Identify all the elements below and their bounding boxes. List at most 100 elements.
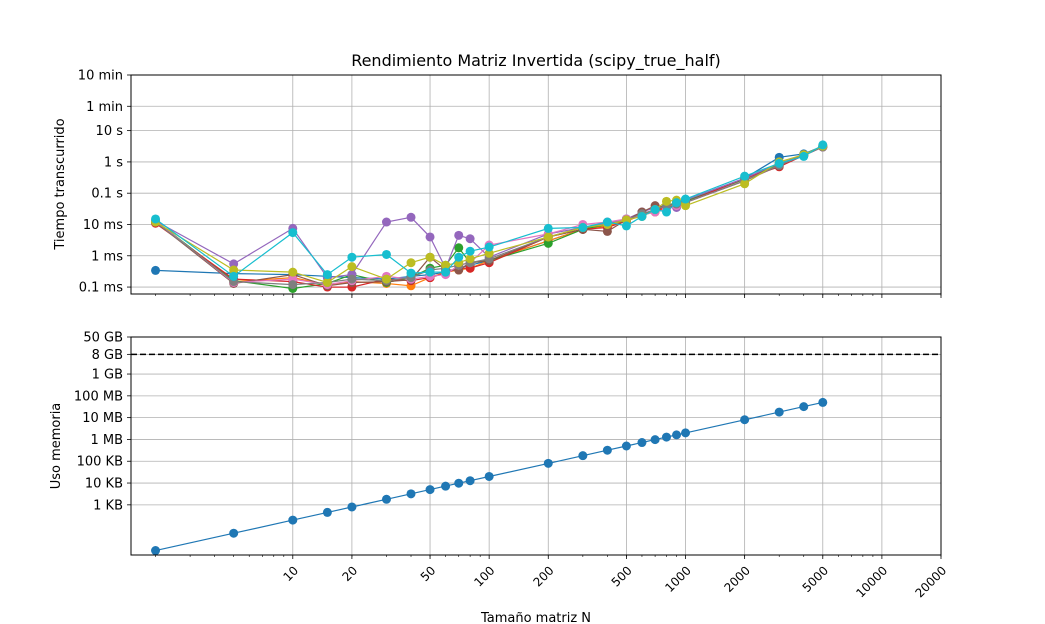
memory-y-axis-label: Uso memoria xyxy=(49,403,64,490)
memory-data-point xyxy=(681,428,691,438)
time-data-point xyxy=(151,214,161,224)
time-data-point xyxy=(602,226,612,236)
time-data-point xyxy=(650,205,660,215)
time-data-point xyxy=(288,228,298,238)
time-data-point xyxy=(661,207,671,217)
time-data-point xyxy=(465,234,475,244)
time-data-point xyxy=(799,151,809,161)
time-data-point xyxy=(578,223,588,233)
time-data-point xyxy=(229,265,239,275)
memory-data-point xyxy=(425,485,435,495)
time-data-point xyxy=(543,232,553,242)
memory-data-point xyxy=(406,489,416,499)
memory-y-tick-label: 10 MB xyxy=(82,411,123,426)
time-data-point xyxy=(151,265,161,275)
memory-y-tick-label: 1 GB xyxy=(92,368,123,383)
time-data-point xyxy=(672,198,682,208)
memory-data-point xyxy=(543,458,553,468)
memory-y-tick-label: 100 KB xyxy=(77,455,123,470)
time-data-point xyxy=(661,196,671,206)
time-data-point xyxy=(406,258,416,268)
memory-data-point xyxy=(465,476,475,486)
memory-y-tick-label: 10 KB xyxy=(85,477,123,492)
time-data-point xyxy=(406,212,416,222)
memory-data-point xyxy=(347,502,357,512)
time-data-point xyxy=(818,140,828,150)
memory-panel-y-ticks: 1 KB 10 KB 100 KB 1 MB 10 MB 100 MB 1 GB 8 GB 50… xyxy=(74,331,131,513)
memory-data-point xyxy=(818,397,828,407)
time-panel-x-ticks xyxy=(155,294,942,298)
time-data-point xyxy=(637,212,647,222)
time-data-point xyxy=(347,262,357,272)
memory-data-point xyxy=(672,430,682,440)
time-data-point xyxy=(381,217,391,227)
time-data-point xyxy=(681,201,691,211)
time-data-point xyxy=(425,252,435,262)
time-panel-y-ticks: 0.1 ms 1 ms 10 ms 0.1 s 1 s 10 s 1 min 10 min xyxy=(78,69,131,296)
memory-data-point xyxy=(602,445,612,455)
time-data-point xyxy=(406,268,416,278)
time-data-point xyxy=(322,270,332,280)
time-data-point xyxy=(441,260,451,270)
time-data-point xyxy=(602,217,612,227)
memory-y-tick-label: 100 MB xyxy=(74,389,123,404)
memory-data-point xyxy=(774,407,784,417)
time-data-point xyxy=(454,252,464,262)
time-data-point xyxy=(681,194,691,204)
time-data-point xyxy=(454,243,464,253)
time-data-point xyxy=(543,223,553,233)
memory-data-point xyxy=(454,478,464,488)
memory-data-point xyxy=(621,441,631,451)
time-data-point xyxy=(425,267,435,277)
memory-data-point xyxy=(288,515,298,525)
time-data-point xyxy=(381,249,391,259)
memory-data-point xyxy=(441,481,451,491)
time-y-tick-label: 1 ms xyxy=(91,249,123,264)
time-data-point xyxy=(484,242,494,252)
time-data-point xyxy=(465,246,475,256)
memory-y-tick-label: 50 GB xyxy=(83,331,123,346)
memory-data-point xyxy=(650,435,660,445)
memory-panel-frame xyxy=(130,336,942,556)
time-y-tick-label: 10 s xyxy=(96,124,124,139)
time-data-point xyxy=(465,254,475,264)
time-y-tick-label: 1 s xyxy=(104,155,123,170)
time-y-tick-label: 0.1 ms xyxy=(79,281,123,296)
time-y-tick-label: 1 min xyxy=(86,100,123,115)
time-panel-frame xyxy=(130,74,942,295)
time-series-9 xyxy=(151,140,828,281)
memory-data-point xyxy=(799,402,809,412)
memory-data-point xyxy=(740,415,750,425)
memory-panel-series xyxy=(151,397,828,556)
time-data-point xyxy=(441,267,451,277)
memory-data-point xyxy=(661,432,671,442)
time-data-point xyxy=(484,248,494,258)
time-data-point xyxy=(621,221,631,231)
time-data-point xyxy=(347,274,357,284)
memory-y-tick-label: 1 MB xyxy=(90,433,123,448)
time-y-tick-label: 0.1 s xyxy=(91,187,123,202)
chart-title: Rendimiento Matriz Invertida (scipy_true… xyxy=(351,51,721,71)
memory-data-point xyxy=(381,494,391,504)
time-data-point xyxy=(229,271,239,281)
time-panel: 0.1 ms 1 ms 10 ms 0.1 s 1 s 10 s 1 min 10 min R… xyxy=(53,51,942,298)
time-data-point xyxy=(740,179,750,189)
time-y-axis-label: Tiempo transcurrido xyxy=(53,118,68,250)
time-y-tick-label: 10 ms xyxy=(83,218,123,233)
memory-data-point xyxy=(637,438,647,448)
time-data-point xyxy=(740,171,750,181)
x-axis-label: Tamaño matriz N xyxy=(480,611,591,624)
memory-y-tick-label: 1 KB xyxy=(93,498,123,513)
memory-y-tick-label: 8 GB xyxy=(92,348,123,363)
time-data-point xyxy=(774,158,784,168)
time-data-point xyxy=(288,267,298,277)
memory-series-0 xyxy=(151,397,828,556)
time-data-point xyxy=(454,230,464,240)
time-data-point xyxy=(381,274,391,284)
time-y-tick-label: 10 min xyxy=(78,69,123,84)
memory-data-point xyxy=(322,507,332,517)
memory-data-point xyxy=(229,528,239,538)
memory-data-point xyxy=(151,546,161,556)
